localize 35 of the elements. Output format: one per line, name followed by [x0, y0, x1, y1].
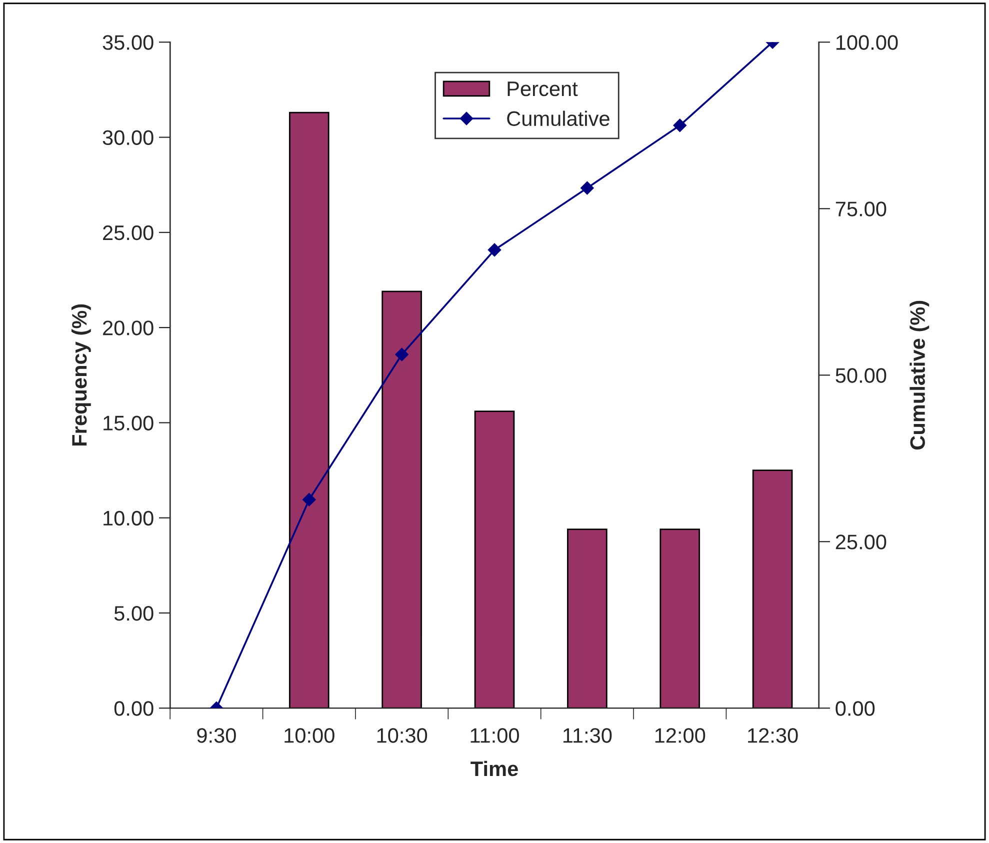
point	[395, 348, 408, 362]
x-tick-label: 10:00	[284, 728, 334, 743]
x-axis-title: Time	[470, 760, 518, 776]
x-tick-label: 10:30	[377, 728, 428, 743]
x-tick-label: 12:30	[748, 728, 798, 743]
y2-axis-title: Cumulative (%)	[910, 300, 930, 450]
y2-tick-label: 100.00	[836, 35, 898, 50]
bar	[567, 528, 608, 708]
y-tick-label: 35.00	[102, 35, 154, 50]
y-tick-label: 30.00	[102, 130, 154, 146]
y-tick-label: 0.00	[114, 701, 154, 716]
y-axis-title: Frequency (%)	[71, 304, 91, 446]
bar	[382, 290, 422, 708]
y-tick-label: 5.00	[114, 606, 154, 621]
y-tick-label: 10.00	[104, 510, 154, 526]
x-tick-label: 11:30	[563, 728, 612, 743]
y-tick-label: 15.00	[104, 416, 154, 430]
legend-label: Cumulative	[507, 110, 610, 126]
point	[673, 118, 686, 132]
y2-tick-label: 50.00	[836, 368, 886, 383]
legend-label: Percent	[508, 82, 578, 96]
y-tick-label: 25.00	[103, 225, 154, 240]
x-tick-label: 9:30	[197, 728, 236, 743]
y2-tick-label: 25.00	[836, 534, 886, 550]
bar	[660, 528, 700, 708]
bar	[474, 410, 515, 708]
bar	[752, 470, 793, 708]
point	[580, 181, 594, 195]
y-tick-label: 20.00	[103, 320, 154, 336]
bar	[288, 112, 330, 708]
y2-tick-label: 0.00	[836, 701, 875, 716]
x-tick-label: 11:00	[470, 728, 519, 743]
point	[488, 243, 502, 257]
y2-tick-label: 75.00	[836, 202, 886, 216]
x-tick-label: 12:00	[655, 728, 706, 743]
